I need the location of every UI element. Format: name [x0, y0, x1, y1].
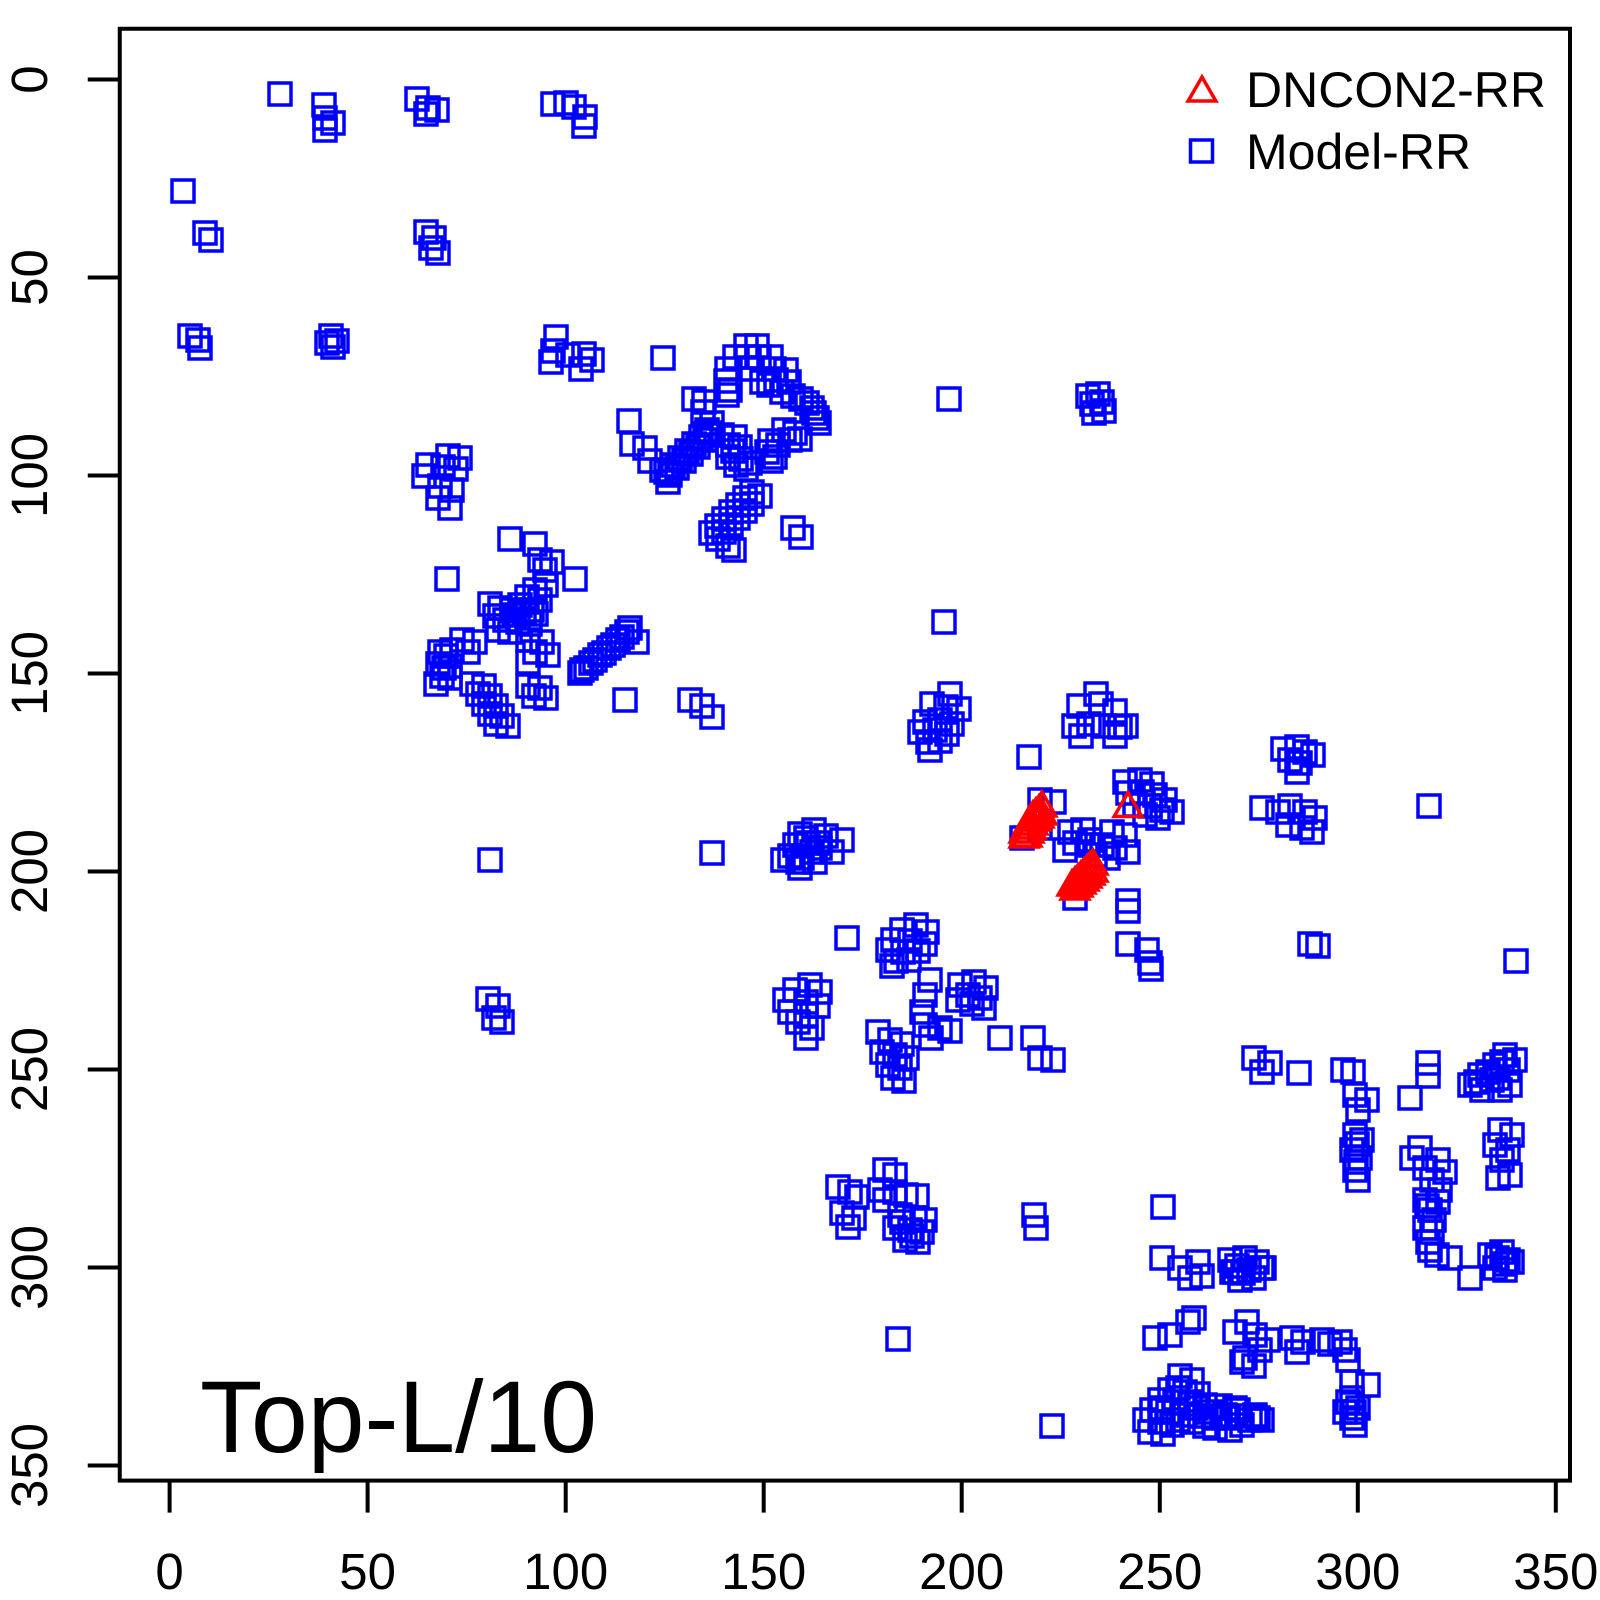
svg-text:200: 200 [919, 1543, 1004, 1600]
svg-text:50: 50 [1, 249, 58, 306]
svg-text:100: 100 [1, 433, 58, 518]
svg-text:Model-RR: Model-RR [1246, 124, 1471, 180]
svg-text:0: 0 [1, 65, 58, 93]
svg-text:300: 300 [1315, 1543, 1400, 1600]
svg-text:DNCON2-RR: DNCON2-RR [1246, 62, 1546, 118]
svg-text:150: 150 [1, 631, 58, 716]
svg-text:350: 350 [1513, 1543, 1598, 1600]
svg-text:100: 100 [523, 1543, 608, 1600]
svg-text:Top-L/10: Top-L/10 [200, 1360, 597, 1474]
svg-text:50: 50 [339, 1543, 396, 1600]
svg-text:350: 350 [1, 1423, 58, 1508]
svg-text:0: 0 [155, 1543, 183, 1600]
svg-text:150: 150 [721, 1543, 806, 1600]
svg-text:300: 300 [1, 1225, 58, 1310]
svg-text:250: 250 [1117, 1543, 1202, 1600]
svg-text:200: 200 [1, 829, 58, 914]
svg-text:250: 250 [1, 1027, 58, 1112]
